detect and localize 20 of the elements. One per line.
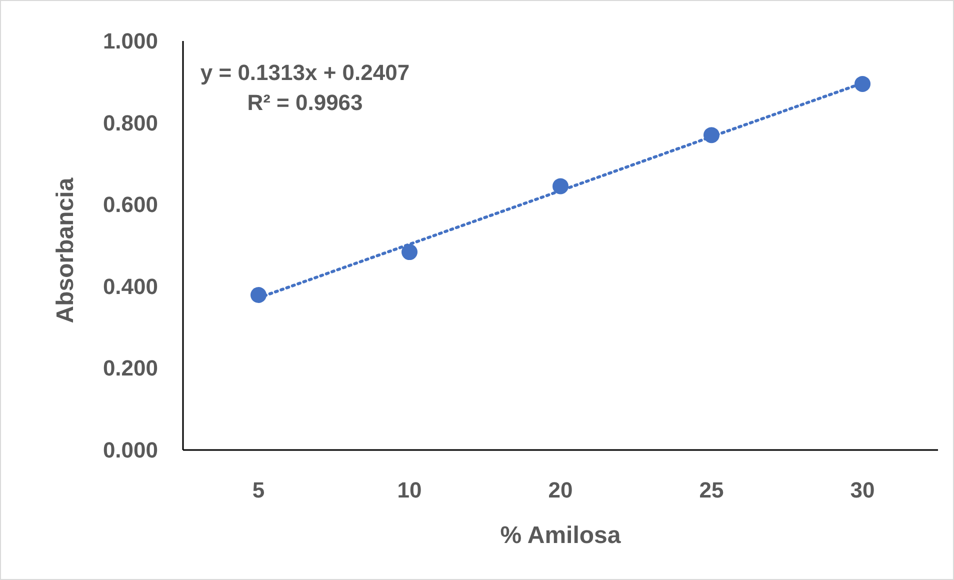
x-tick-label: 25 (699, 478, 724, 502)
x-tick-label: 5 (252, 478, 265, 502)
y-tick-label: 0.200 (102, 356, 158, 381)
point (402, 244, 418, 260)
y-tick-label: 1.000 (102, 28, 158, 54)
point (854, 76, 870, 92)
y-tick-label: 0.000 (102, 438, 158, 462)
y-tick-label: 0.800 (102, 110, 158, 136)
x-axis-title: % Amilosa (500, 522, 622, 548)
x-tick-label: 30 (850, 478, 875, 502)
point (250, 286, 266, 303)
annotation: R² = 0.9963 (247, 90, 363, 114)
annotation: y = 0.1313x + 0.2407 (200, 60, 410, 84)
x-tick-label: 10 (397, 478, 422, 502)
point (704, 127, 720, 144)
y-axis-title: Absorbancia (52, 177, 78, 324)
x-tick-label: 20 (548, 478, 573, 502)
point (552, 178, 568, 194)
y-tick-label: 0.600 (102, 192, 158, 218)
y-tick-label: 0.400 (102, 274, 158, 299)
